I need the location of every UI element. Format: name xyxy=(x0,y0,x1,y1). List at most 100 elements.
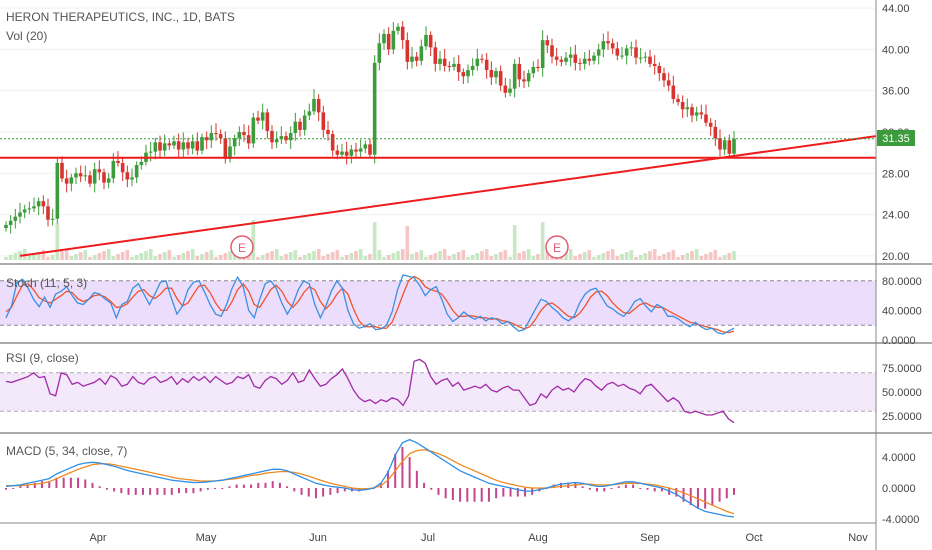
volume-bar xyxy=(466,257,470,260)
volume-bar xyxy=(606,251,610,260)
candle-body xyxy=(610,43,615,49)
candle-body xyxy=(158,142,162,151)
volume-bar xyxy=(531,256,536,260)
macd-hist-bar xyxy=(516,488,519,497)
volume-bar xyxy=(587,250,592,260)
volume-bar xyxy=(494,254,498,260)
volume-bar xyxy=(452,254,456,260)
candle-body xyxy=(503,85,508,93)
candle-body xyxy=(195,141,200,151)
macd-hist-bar xyxy=(711,488,714,506)
candle-body xyxy=(596,49,601,56)
volume-bar xyxy=(713,250,718,260)
macd-hist-bar xyxy=(444,488,447,499)
volume-bar xyxy=(578,254,582,260)
volume-bar xyxy=(321,256,326,260)
volume-bar xyxy=(498,252,503,260)
y-tick-label: 36.00 xyxy=(882,86,910,98)
candle-body xyxy=(349,149,354,156)
stoch-series xyxy=(0,274,876,335)
volume-bar xyxy=(666,252,671,260)
y-tick-label: 40.00 xyxy=(882,44,910,56)
candle-body xyxy=(302,115,307,130)
volume-bar xyxy=(181,253,186,260)
volume-bar xyxy=(284,254,288,260)
volume-bar xyxy=(657,256,662,260)
volume-bar xyxy=(92,255,97,260)
rsi-line xyxy=(5,358,735,424)
macd-hist-bar xyxy=(322,488,325,497)
rsi-series xyxy=(0,358,876,424)
candle-body xyxy=(256,117,260,121)
candle-body xyxy=(190,141,195,149)
candle-body xyxy=(251,117,256,144)
volume-bar xyxy=(125,250,130,260)
candle-body xyxy=(512,63,517,89)
candle-body xyxy=(620,55,624,57)
volume-bar xyxy=(419,250,424,260)
earnings-marker-2[interactable]: E xyxy=(545,235,569,259)
volume-bar xyxy=(615,256,620,260)
candle-body xyxy=(354,149,358,152)
current-price-badge: 31.35 xyxy=(877,130,915,146)
candle-body xyxy=(648,56,652,64)
candle-body xyxy=(120,162,125,173)
candle-body xyxy=(92,169,97,184)
candle-body xyxy=(218,134,223,139)
volume-bar xyxy=(78,252,83,260)
volume-bar xyxy=(148,249,153,260)
trend-line xyxy=(19,135,877,257)
macd-hist-bar xyxy=(127,488,130,495)
volume-bar xyxy=(722,255,727,260)
candle-body xyxy=(321,112,326,130)
macd-hist-bar xyxy=(134,488,137,495)
macd-hist-bar xyxy=(473,488,476,502)
candle-body xyxy=(676,98,680,103)
svg-text:31.35: 31.35 xyxy=(882,133,910,145)
volume-bar xyxy=(405,226,410,260)
volume-bar xyxy=(680,255,685,260)
candle-body xyxy=(531,66,536,74)
x-tick-label: Oct xyxy=(745,532,762,544)
volume-bar xyxy=(638,255,643,260)
macd-hist-bar xyxy=(12,488,15,489)
candle-body xyxy=(60,162,64,179)
candle-body xyxy=(181,142,186,150)
volume-bar xyxy=(442,249,447,260)
macd-hist-bar xyxy=(264,482,267,488)
candle-body xyxy=(466,70,470,77)
x-axis-labels: Apr May Jun Jul Aug Sep Oct Nov xyxy=(89,532,868,544)
candle-body xyxy=(578,62,582,64)
volume-bar xyxy=(50,255,55,260)
y-tick-label: 44.00 xyxy=(882,3,910,15)
volume-bar xyxy=(489,256,494,260)
macd-hist-bar xyxy=(242,484,245,488)
candle-body xyxy=(391,30,396,50)
candles xyxy=(4,21,736,234)
candle-body xyxy=(298,121,302,130)
candle-body xyxy=(265,112,270,131)
earnings-marker-1[interactable]: E xyxy=(230,235,254,259)
volume-bar xyxy=(293,250,298,260)
rsi-pane: RSI (9, close) xyxy=(0,344,876,432)
volume-bar xyxy=(410,254,414,260)
volume-bar xyxy=(186,251,190,260)
candle-body xyxy=(414,56,419,61)
candle-body xyxy=(326,129,330,135)
candle-body xyxy=(592,55,596,61)
volume-bar xyxy=(704,254,708,260)
candle-body xyxy=(293,121,298,134)
volume-bar xyxy=(312,251,316,260)
volume-bar xyxy=(302,255,307,260)
candle-body xyxy=(601,41,606,50)
macd-hist-bar xyxy=(408,457,411,488)
macd-hist-bar xyxy=(581,486,584,488)
candle-body xyxy=(167,143,172,146)
volume-bar xyxy=(116,254,120,260)
macd-hist-bar xyxy=(257,482,260,488)
volume-bar xyxy=(340,257,344,260)
candle-body xyxy=(582,58,587,64)
volume-bar xyxy=(718,257,722,260)
candle-body xyxy=(410,56,414,62)
x-tick-label: Apr xyxy=(89,532,106,544)
